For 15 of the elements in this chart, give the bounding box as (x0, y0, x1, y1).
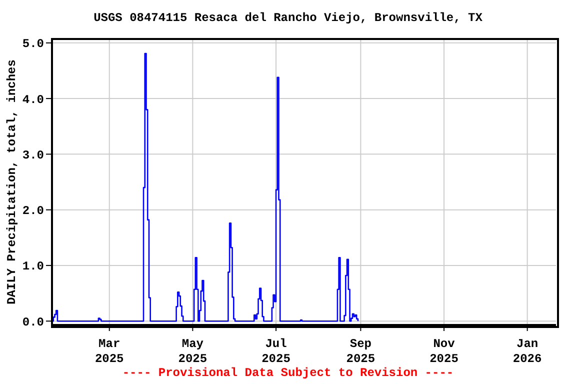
y-tick-label: 4.0 (22, 92, 44, 107)
x-tick-label: Jul 2025 (262, 337, 290, 366)
text: ---- Provisional Data Subject to Revision ---- (121, 366, 455, 380)
y-tick-label: 2.0 (22, 204, 44, 218)
x-tick-label: Mar 2025 (94, 337, 124, 366)
x-tick-label: May 2025 (178, 337, 208, 366)
y-tick-label: 0.0 (22, 315, 44, 330)
y-axis-title: DAILY Precipitation, total, inches (4, 58, 20, 306)
y-tick-label: 1.0 (22, 260, 44, 274)
x-tick-label: Jan 2026 (512, 337, 542, 366)
y-tick-label: 5.0 (22, 37, 44, 52)
x-tick-label: Sep 2025 (346, 337, 376, 366)
y-tick-label: 3.0 (22, 148, 44, 162)
chart-title: USGS 08474115 Resaca del Rancho Viejo, Brownsville, TX (92, 11, 484, 25)
x-tick-label: Nov 2025 (430, 337, 458, 366)
